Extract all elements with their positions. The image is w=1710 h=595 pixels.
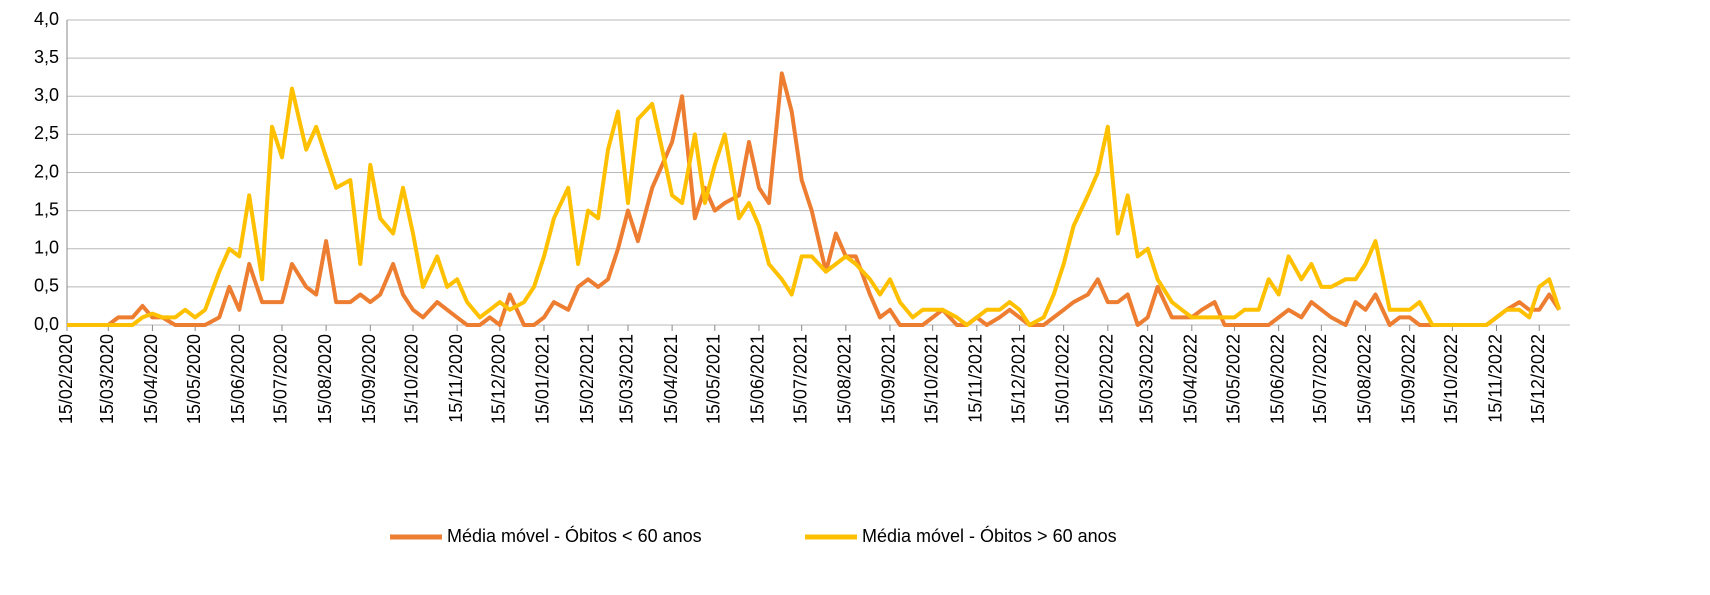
series-line	[67, 71, 1561, 327]
x-tick-label: 15/07/2022	[1310, 334, 1330, 424]
x-tick-label: 15/06/2022	[1267, 334, 1287, 424]
x-tick-label: 15/04/2021	[661, 334, 681, 424]
x-tick-label: 15/11/2022	[1485, 334, 1505, 423]
x-tick-label: 15/10/2021	[921, 334, 941, 424]
x-tick-label: 15/08/2020	[315, 334, 335, 424]
x-tick-label: 15/03/2021	[617, 334, 637, 424]
x-tick-label: 15/07/2020	[271, 334, 291, 424]
x-tick-label: 15/07/2021	[790, 334, 810, 424]
y-tick-label: 1,0	[34, 238, 59, 258]
x-tick-label: 15/12/2020	[489, 334, 509, 424]
x-tick-label: 15/11/2020	[446, 334, 466, 423]
y-tick-label: 1,5	[34, 199, 59, 219]
y-tick-label: 4,0	[34, 9, 59, 29]
x-tick-label: 15/06/2021	[748, 334, 768, 424]
x-tick-label: 15/05/2022	[1223, 334, 1243, 424]
legend-label: Média móvel - Óbitos < 60 anos	[447, 525, 702, 546]
x-tick-label: 15/12/2022	[1528, 334, 1548, 424]
x-tick-label: 15/04/2022	[1181, 334, 1201, 424]
y-tick-label: 0,5	[34, 276, 59, 296]
y-tick-label: 3,5	[34, 47, 59, 67]
y-tick-label: 3,0	[34, 85, 59, 105]
x-tick-label: 15/02/2021	[577, 334, 597, 424]
y-tick-label: 2,0	[34, 161, 59, 181]
y-tick-label: 0,0	[34, 314, 59, 334]
x-tick-label: 15/04/2020	[141, 334, 161, 424]
x-tick-label: 15/03/2020	[97, 334, 117, 424]
x-tick-label: 15/02/2022	[1097, 334, 1117, 424]
x-tick-label: 15/02/2020	[56, 334, 76, 424]
x-tick-label: 15/10/2020	[402, 334, 422, 424]
series-line	[67, 86, 1562, 327]
x-tick-label: 15/09/2022	[1398, 334, 1418, 424]
x-tick-label: 15/08/2021	[835, 334, 855, 424]
x-tick-label: 15/12/2021	[1008, 334, 1028, 424]
x-tick-label: 15/11/2021	[966, 334, 986, 423]
x-tick-label: 15/05/2020	[184, 334, 204, 424]
x-tick-label: 15/01/2022	[1052, 334, 1072, 424]
x-tick-label: 15/09/2021	[879, 334, 899, 424]
x-tick-label: 15/03/2022	[1136, 334, 1156, 424]
x-tick-label: 15/06/2020	[228, 334, 248, 424]
x-tick-label: 15/05/2021	[704, 334, 724, 424]
y-tick-label: 2,5	[34, 123, 59, 143]
x-tick-label: 15/10/2022	[1441, 334, 1461, 424]
x-tick-label: 15/08/2022	[1354, 334, 1374, 424]
legend-label: Média móvel - Óbitos > 60 anos	[862, 525, 1117, 546]
x-tick-label: 15/09/2020	[359, 334, 379, 424]
x-tick-label: 15/01/2021	[533, 334, 553, 424]
